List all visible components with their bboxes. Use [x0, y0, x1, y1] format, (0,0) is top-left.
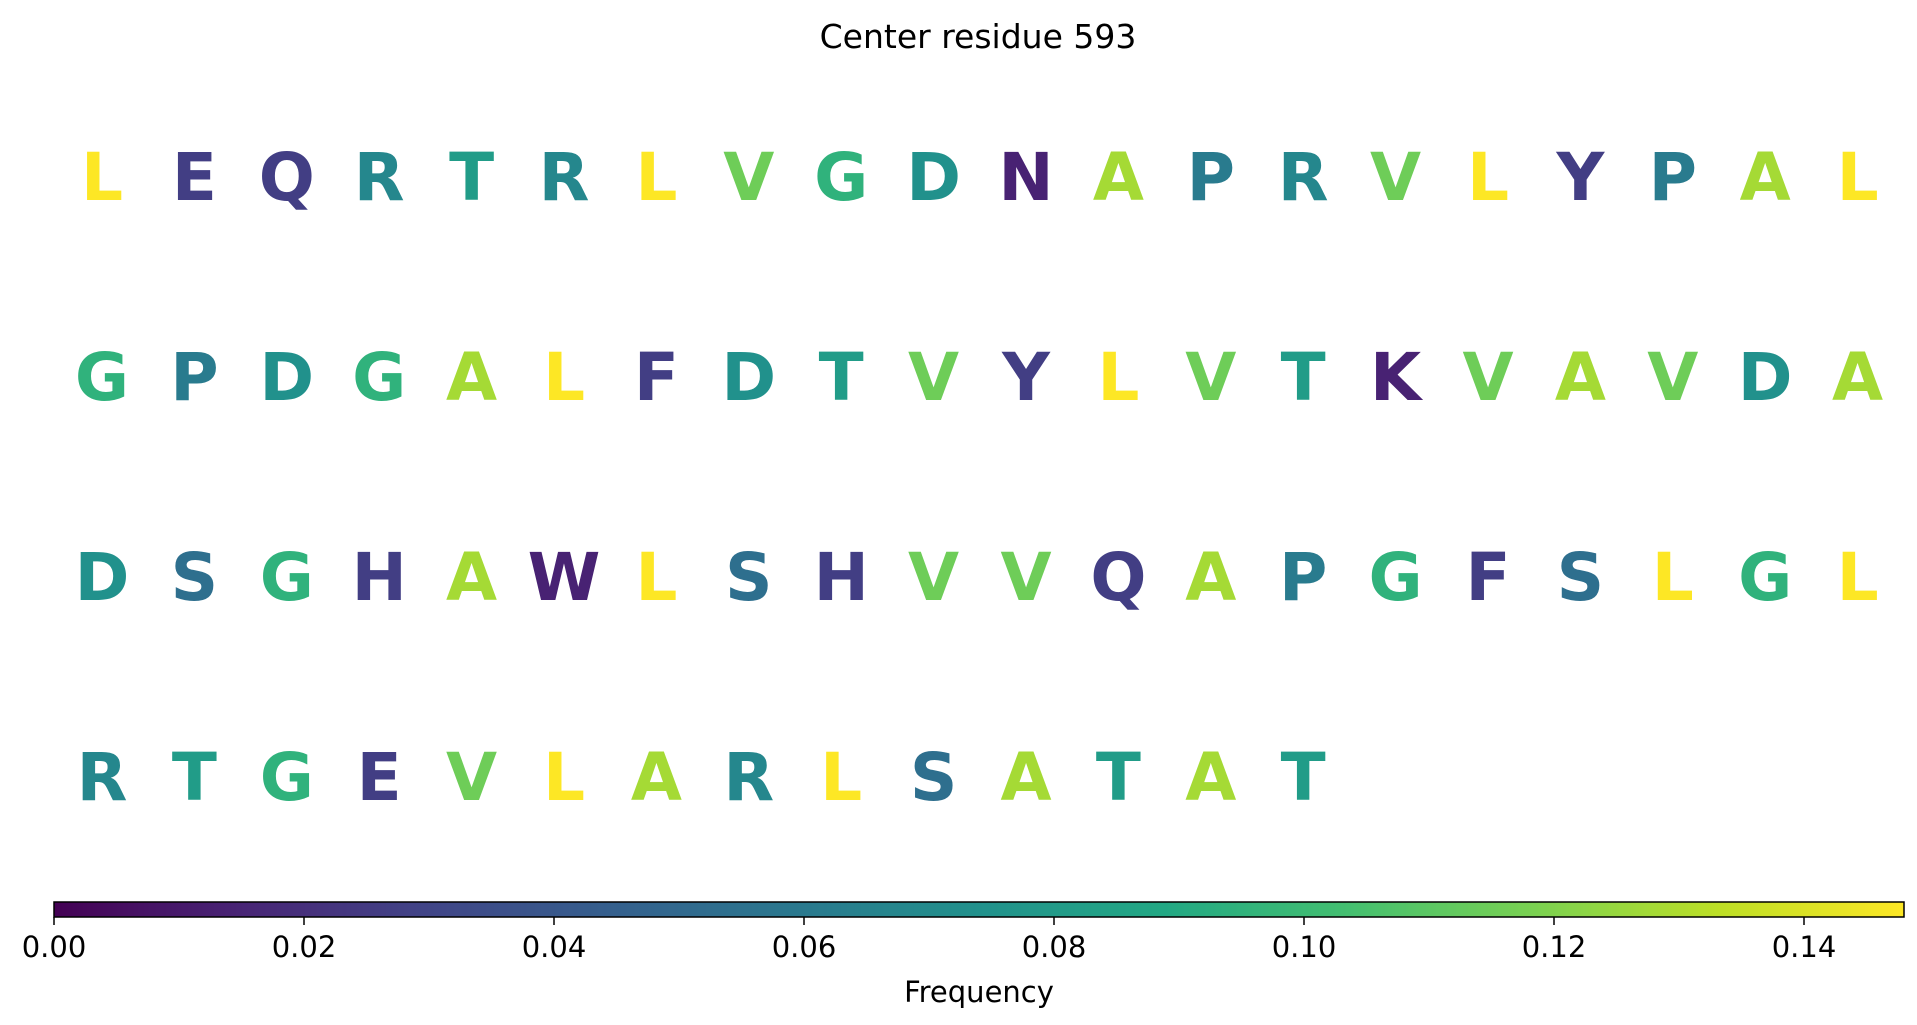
- colorbar-label: Frequency: [904, 975, 1054, 1009]
- residue-letter: L: [1652, 539, 1694, 616]
- residue-letter: G: [1369, 539, 1423, 616]
- residue-letter: G: [814, 139, 868, 216]
- colorbar: 0.00 0.02 0.04 0.06 0.08 0.10 0.12 0.14 Frequen…: [22, 901, 1905, 1009]
- residue-letter: D: [721, 339, 776, 416]
- residue-letter: V: [908, 339, 959, 416]
- residue-letter: P: [170, 339, 218, 416]
- colorbar-tick-label: 0.12: [1522, 930, 1587, 964]
- residue-letter: A: [446, 539, 497, 616]
- residue-letter: A: [1555, 339, 1606, 416]
- residue-letter: V: [446, 739, 497, 816]
- residue-letter: V: [1185, 339, 1236, 416]
- residue-letter: S: [171, 539, 219, 616]
- residue-letter: R: [77, 739, 128, 816]
- residue-letter: F: [1465, 539, 1510, 616]
- residue-letter: T: [449, 139, 494, 216]
- residue-letter: R: [1278, 139, 1329, 216]
- residue-letter: G: [75, 339, 129, 416]
- residue-letter: S: [725, 539, 773, 616]
- residue-letter: A: [446, 339, 497, 416]
- residue-letter: F: [634, 339, 679, 416]
- residue-letter: N: [998, 139, 1053, 216]
- residue-letter: T: [1096, 739, 1141, 816]
- residue-letter: E: [357, 739, 402, 816]
- residue-letter: L: [1837, 139, 1879, 216]
- residue-letter: W: [528, 539, 601, 616]
- residue-letter: T: [172, 739, 217, 816]
- residue-letter: A: [1185, 539, 1236, 616]
- residue-letter: L: [1097, 339, 1139, 416]
- residue-letter: V: [1462, 339, 1513, 416]
- colorbar-gradient: [54, 902, 1904, 917]
- residue-letter: E: [172, 139, 217, 216]
- colorbar-tick-label: 0.00: [22, 930, 87, 964]
- residue-letter: G: [260, 739, 314, 816]
- residue-letter: P: [1279, 539, 1327, 616]
- residue-letter: T: [1281, 339, 1326, 416]
- colorbar-tick-label: 0.04: [522, 930, 587, 964]
- residue-letter: R: [354, 139, 405, 216]
- residue-letter: V: [723, 139, 774, 216]
- residue-letter: V: [1000, 539, 1051, 616]
- residue-letter: L: [543, 739, 585, 816]
- residue-letter: D: [1738, 339, 1793, 416]
- residue-letter: H: [352, 539, 407, 616]
- residue-letter: R: [723, 739, 774, 816]
- residue-letter: Y: [1001, 339, 1051, 416]
- colorbar-frame: [53, 901, 1905, 918]
- residue-letter: A: [1832, 339, 1883, 416]
- residue-letter: H: [814, 539, 869, 616]
- colorbar-tick-label: 0.08: [1022, 930, 1087, 964]
- residue-letter: A: [1000, 739, 1051, 816]
- colorbar-tick-label: 0.02: [272, 930, 337, 964]
- residue-letter: V: [1370, 139, 1421, 216]
- residue-letter: R: [539, 139, 590, 216]
- residue-letter: L: [1837, 539, 1879, 616]
- residue-letter: L: [820, 739, 862, 816]
- residue-letter: Q: [1090, 539, 1146, 616]
- residue-letter: P: [1649, 139, 1697, 216]
- residue-letter: G: [1738, 539, 1792, 616]
- chart-title: Center residue 593: [820, 17, 1137, 56]
- residue-letter: A: [631, 739, 682, 816]
- colorbar-tick-label: 0.06: [772, 930, 837, 964]
- residue-letter: Y: [1556, 139, 1606, 216]
- residue-letter: S: [910, 739, 958, 816]
- colorbar-tick-label: 0.14: [1772, 930, 1837, 964]
- residue-letter: A: [1093, 139, 1144, 216]
- residue-letter: T: [819, 339, 864, 416]
- residue-letter: V: [908, 539, 959, 616]
- residue-letter: V: [1647, 339, 1698, 416]
- residue-letter: L: [81, 139, 123, 216]
- residue-letter: D: [75, 539, 130, 616]
- residue-letter: L: [635, 139, 677, 216]
- residue-letter: K: [1370, 339, 1424, 416]
- residue-letter: L: [1467, 139, 1509, 216]
- residue-letter: T: [1281, 739, 1326, 816]
- colorbar-ticks: 0.00 0.02 0.04 0.06 0.08 0.10 0.12 0.14: [22, 917, 1837, 964]
- residue-letter: G: [260, 539, 314, 616]
- residue-letter: P: [1187, 139, 1235, 216]
- residue-letter: A: [1185, 739, 1236, 816]
- colorbar-tick-label: 0.10: [1272, 930, 1337, 964]
- residue-letter: A: [1740, 139, 1791, 216]
- residue-letter: D: [259, 339, 314, 416]
- residue-letter: S: [1557, 539, 1605, 616]
- residue-letter: G: [352, 339, 406, 416]
- residue-grid: L E Q R T R L V G D N A P R V L Y P A LG P D G A L F D T V Y L V T K V A V D A…: [75, 139, 1884, 816]
- residue-letter: Q: [259, 139, 315, 216]
- residue-letter: L: [635, 539, 677, 616]
- residue-letter: D: [906, 139, 961, 216]
- residue-letter: L: [543, 339, 585, 416]
